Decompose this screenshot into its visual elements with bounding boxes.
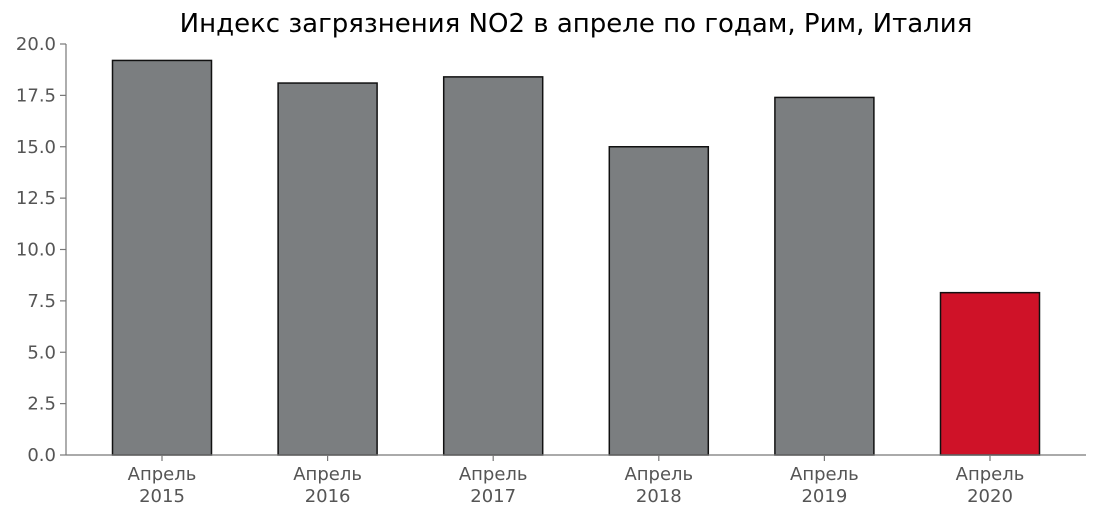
x-tick-label-year: 2016 xyxy=(305,486,351,507)
y-tick-label: 0.0 xyxy=(27,445,56,466)
bar-2015 xyxy=(111,59,213,456)
x-tick-label-month: Апрель xyxy=(790,464,859,485)
x-tick-label-month: Апрель xyxy=(459,464,528,485)
bars xyxy=(111,59,1041,456)
chart-title: Индекс загрязнения NO2 в апреле по годам… xyxy=(180,9,973,39)
x-tick-label-year: 2020 xyxy=(967,486,1013,507)
x-tick-label-month: Апрель xyxy=(624,464,693,485)
y-tick-label: 10.0 xyxy=(16,240,56,261)
y-tick-label: 5.0 xyxy=(27,342,56,363)
x-tick-label-month: Апрель xyxy=(956,464,1025,485)
bar-2016 xyxy=(277,82,378,456)
y-tick-label: 7.5 xyxy=(27,291,56,312)
bar-2020 xyxy=(939,291,1041,456)
bar-2019 xyxy=(774,96,875,456)
x-axis: Апрель2015Апрель2016Апрель2017Апрель2018… xyxy=(66,454,1086,507)
x-tick-label-month: Апрель xyxy=(128,464,197,485)
x-tick-label-month: Апрель xyxy=(293,464,362,485)
y-tick-label: 17.5 xyxy=(16,85,56,106)
x-tick-label-year: 2017 xyxy=(470,486,516,507)
bar-2018 xyxy=(608,146,710,456)
x-tick-label-year: 2018 xyxy=(636,486,682,507)
x-tick-label-year: 2015 xyxy=(139,486,185,507)
x-tick-label-year: 2019 xyxy=(801,486,847,507)
y-tick-label: 12.5 xyxy=(16,188,56,209)
bar-2017 xyxy=(442,76,544,456)
y-axis: 0.0 2.5 5.0 7.5 10.0 12.5 15.0 17.5 20.0 xyxy=(16,34,67,466)
y-tick-label: 15.0 xyxy=(16,137,56,158)
y-tick-label: 20.0 xyxy=(16,34,56,55)
y-tick-label: 2.5 xyxy=(27,394,56,415)
